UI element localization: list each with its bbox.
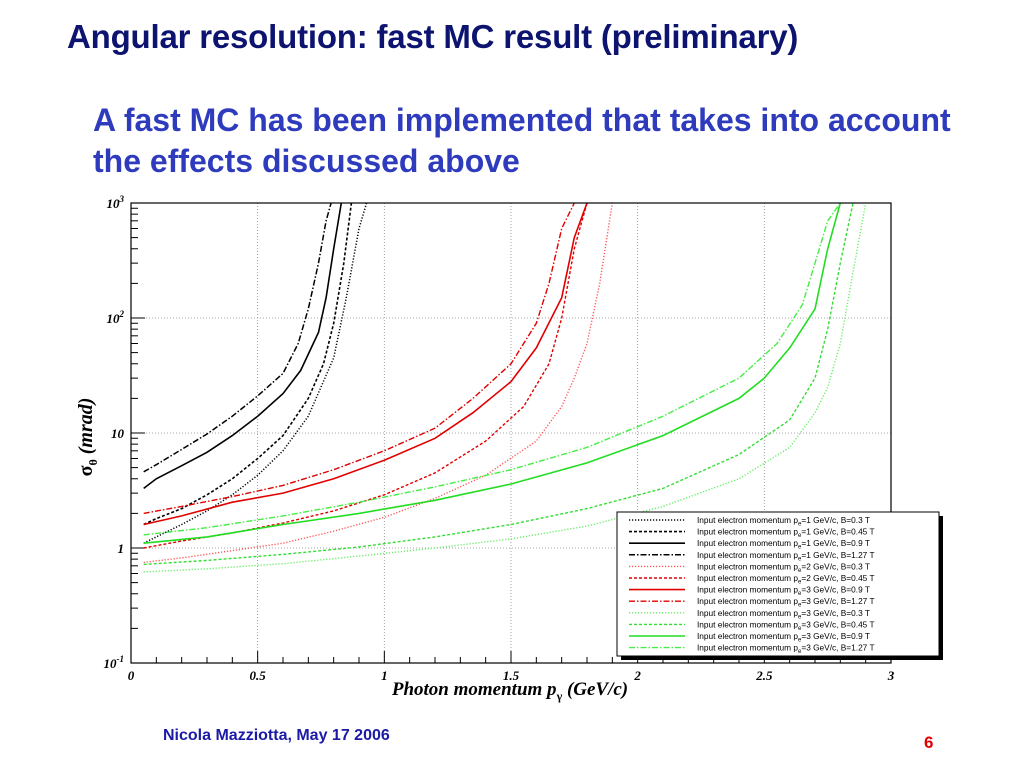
legend-label: Input electron momentum pe=3 GeV/c, B=0.… bbox=[697, 608, 870, 621]
footer-author: Nicola Mazziotta, May 17 2006 bbox=[163, 727, 390, 744]
legend-label: Input electron momentum pe=2 GeV/c, B=0.… bbox=[697, 573, 875, 586]
legend-label: Input electron momentum pe=1 GeV/c, B=0.… bbox=[697, 527, 875, 540]
x-tick-label: 0.5 bbox=[250, 668, 267, 683]
x-tick-label: 2 bbox=[633, 668, 641, 683]
series-line-5 bbox=[143, 202, 613, 564]
series-line-7 bbox=[143, 202, 588, 526]
legend-label: Input electron momentum pe=1 GeV/c, B=0.… bbox=[697, 538, 870, 551]
legend-label: Input electron momentum pe=3 GeV/c, B=0.… bbox=[697, 619, 875, 632]
plot-frame bbox=[130, 202, 892, 664]
y-axis-title: σθ (mrad) bbox=[75, 398, 100, 477]
series-line-2 bbox=[143, 202, 353, 526]
x-tick-label: 1 bbox=[381, 668, 388, 683]
x-tick-label: 1.5 bbox=[503, 668, 520, 683]
slide-title: Angular resolution: fast MC result (prel… bbox=[67, 18, 799, 55]
series-line-11 bbox=[143, 202, 842, 544]
legend-label: Input electron momentum pe=1 GeV/c, B=1.… bbox=[697, 550, 875, 563]
chart: 0 0.5 1 1.5 2 2.5 3 10-1 1 10 102 103 Photon momentu… bbox=[75, 194, 943, 703]
series-line-3 bbox=[143, 202, 343, 490]
series-line-9 bbox=[143, 202, 867, 573]
series-line-8 bbox=[143, 202, 575, 515]
y-tick-label: 103 bbox=[107, 194, 125, 211]
series-line-4 bbox=[143, 202, 332, 473]
slide-subtitle: A fast MC has been implemented that take… bbox=[93, 102, 951, 179]
x-tick-label: 2.5 bbox=[755, 668, 773, 683]
legend-label: Input electron momentum pe=1 GeV/c, B=0.… bbox=[697, 515, 870, 528]
legend-box bbox=[616, 511, 940, 657]
x-axis-title: Photon momentum pγ (GeV/c) bbox=[391, 679, 628, 703]
y-tick-label: 10-1 bbox=[104, 654, 125, 671]
series-line-10 bbox=[143, 202, 854, 566]
series-line-1 bbox=[143, 202, 368, 544]
y-tick-label: 1 bbox=[118, 541, 125, 556]
legend-label: Input electron momentum pe=2 GeV/c, B=0.… bbox=[697, 561, 870, 574]
y-tick-label: 102 bbox=[107, 309, 125, 326]
legend-label: Input electron momentum pe=3 GeV/c, B=0.… bbox=[697, 631, 870, 644]
x-tick-label: 3 bbox=[887, 668, 895, 683]
legend-label: Input electron momentum pe=3 GeV/c, B=0.… bbox=[697, 585, 870, 598]
series-line-6 bbox=[143, 202, 588, 549]
legend-label: Input electron momentum pe=3 GeV/c, B=1.… bbox=[697, 596, 875, 609]
legend-label: Input electron momentum pe=3 GeV/c, B=1.… bbox=[697, 643, 875, 656]
y-tick-label: 10 bbox=[111, 426, 125, 441]
series-line-12 bbox=[143, 202, 841, 536]
page-number: 6 bbox=[924, 733, 934, 752]
x-tick-label: 0 bbox=[128, 668, 135, 683]
